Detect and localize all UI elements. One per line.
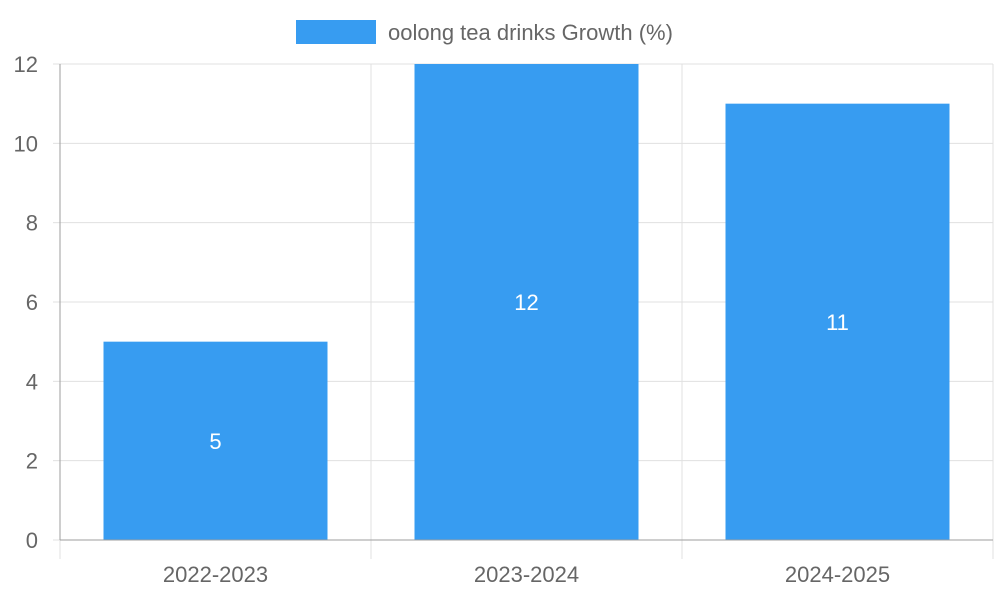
data-label: 11 [826, 310, 849, 335]
bar[interactable] [103, 341, 328, 540]
y-tick-label: 10 [14, 131, 38, 156]
y-tick-label: 2 [26, 449, 38, 474]
y-tick-label: 8 [26, 211, 38, 236]
axes: 0 2 4 6 8 10 12 2022-2023 2023-2024 2024-2025 [14, 52, 994, 587]
data-labels: 5 12 11 [209, 290, 849, 454]
y-tick-label: 12 [14, 52, 38, 77]
legend-label[interactable]: oolong tea drinks Growth (%) [388, 20, 673, 45]
legend[interactable]: oolong tea drinks Growth (%) [296, 20, 673, 45]
data-label: 12 [514, 290, 538, 315]
y-tick-label: 4 [26, 369, 38, 394]
x-tick-label: 2023-2024 [474, 562, 579, 587]
bar[interactable] [725, 103, 950, 541]
y-tick-label: 6 [26, 290, 38, 315]
y-tick-label: 0 [26, 528, 38, 553]
bar[interactable] [414, 64, 639, 540]
legend-swatch[interactable] [296, 20, 376, 44]
x-tick-label: 2024-2025 [785, 562, 890, 587]
x-tick-label: 2022-2023 [163, 562, 268, 587]
bars [103, 64, 950, 541]
data-label: 5 [209, 429, 221, 454]
